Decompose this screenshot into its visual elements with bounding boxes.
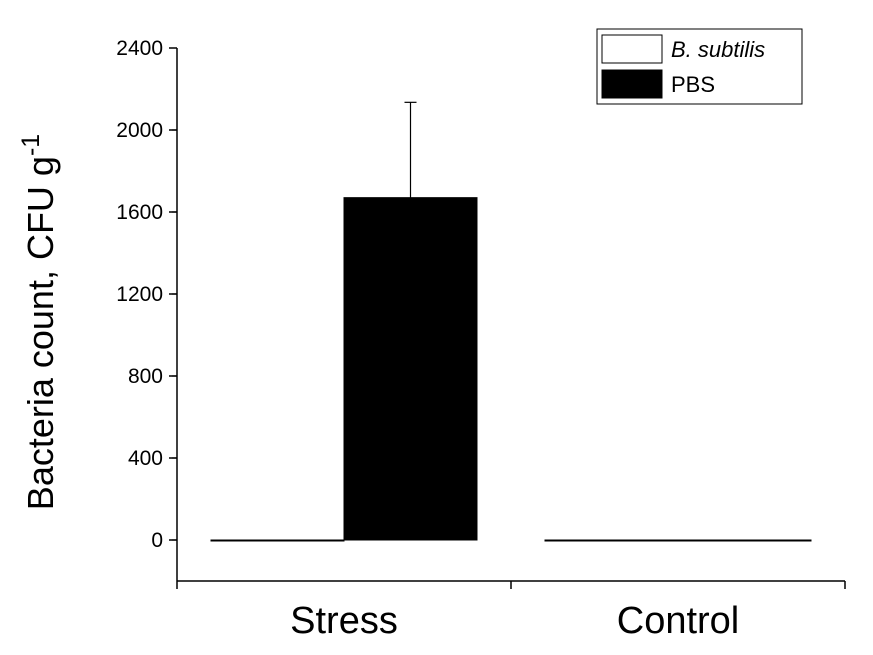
legend-label-pbs: PBS — [671, 72, 715, 97]
legend-swatch-pbs — [601, 69, 663, 99]
y-tick-label: 400 — [128, 447, 163, 470]
bar-b-subtilis-control — [544, 539, 679, 542]
bar-pbs-control — [677, 539, 812, 542]
y-axis-label-main: Bacteria count, CFU g — [20, 156, 61, 510]
y-axis-label: Bacteria count, CFU g-1 — [17, 134, 61, 510]
legend: B. subtilis PBS — [596, 28, 803, 105]
bar-b-subtilis-stress — [210, 539, 345, 542]
legend-swatch-b-subtilis — [601, 34, 663, 64]
error-bars — [404, 101, 417, 198]
y-tick-label: 1200 — [116, 283, 163, 306]
axes — [176, 48, 845, 582]
x-category-label-stress: Stress — [290, 600, 398, 642]
y-ticks: 0 400 800 1200 1600 2000 2400 — [116, 37, 177, 552]
y-axis-label-superscript: -1 — [17, 134, 45, 156]
bar-pbs-stress — [343, 197, 478, 541]
y-tick-label: 2000 — [116, 119, 163, 142]
y-tick-label: 800 — [128, 365, 163, 388]
y-tick-label: 2400 — [116, 37, 163, 60]
category-labels: Stress Control — [290, 600, 739, 642]
bars — [210, 197, 812, 542]
x-ticks — [176, 581, 846, 589]
y-tick-label: 1600 — [116, 201, 163, 224]
y-minor-ticks — [172, 129, 177, 541]
legend-label-b-subtilis: B. subtilis — [671, 37, 765, 62]
y-tick-label: 0 — [151, 529, 163, 552]
x-category-label-control: Control — [617, 600, 740, 642]
